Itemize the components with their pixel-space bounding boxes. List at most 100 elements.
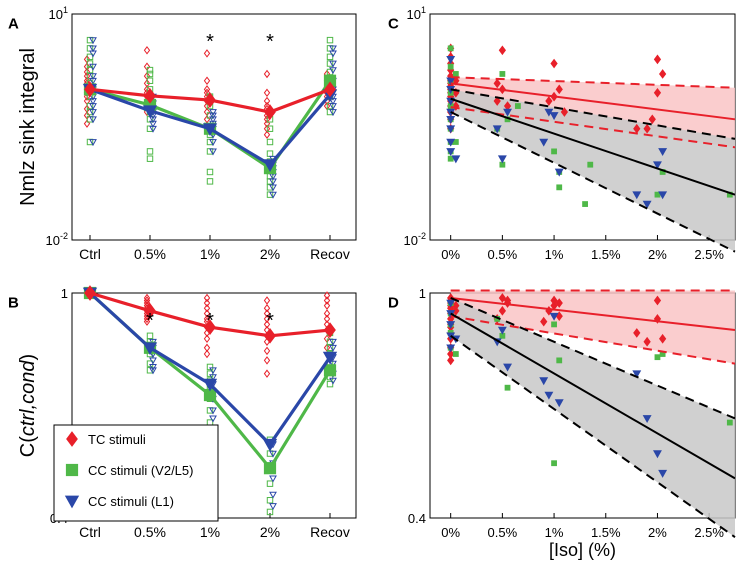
point-b-s0-c4-8: [323, 291, 331, 300]
point-b-s1-c3-2: [266, 480, 274, 487]
point-c-s2-12: [503, 108, 512, 117]
point-b-s0-c2-0: [203, 349, 211, 359]
fit-ci-lower-d-0: [450, 315, 736, 365]
point-a-s2-c4-2: [329, 98, 337, 106]
point-a-s2-c2-5: [209, 116, 217, 124]
point-c-s2-10: [492, 125, 502, 134]
point-c-s2-9: [451, 155, 461, 164]
point-b-s0-c2-6: [203, 314, 211, 324]
ytick-label-a-0-exp: -2: [60, 231, 68, 241]
point-b-s2-c1-1: [149, 364, 157, 372]
point-a-s2-c1-2: [149, 116, 157, 124]
mean-marker-b-0-0: [84, 285, 96, 301]
point-c-s0-30: [643, 123, 651, 134]
point-a-s0-c3-0: [263, 130, 271, 139]
mean-marker-b-2-2: [202, 378, 218, 392]
point-c-s2-1: [446, 138, 456, 147]
point-a-s0-c2-8: [203, 49, 211, 58]
fit-line-c-0: [450, 82, 736, 121]
xtick-label-c-2: 1%: [545, 247, 564, 262]
point-a-s2-c4-8: [329, 60, 337, 68]
point-c-s0-32: [659, 69, 667, 79]
point-c-s1-20: [582, 201, 588, 207]
point-b-s2-c2-0: [209, 415, 217, 423]
point-c-s0-28: [560, 107, 569, 117]
mean-marker-a-0-4: [324, 81, 336, 98]
mean-marker-b-0-3: [264, 327, 276, 344]
mean-marker-b-2-1: [142, 342, 158, 356]
point-d-s0-19: [498, 293, 506, 303]
legend-box: [53, 424, 219, 522]
point-a-s0-c0-4: [83, 92, 91, 101]
point-d-s2-11: [549, 312, 559, 321]
xtick-label-a-1: 0.5%: [134, 246, 166, 262]
point-d-s0-28: [643, 336, 651, 347]
point-d-s0-0: [447, 355, 455, 366]
ylabel-b-letter: C(: [17, 436, 39, 457]
xtick-label-b-3: 2%: [260, 524, 280, 540]
ytick-label-d-0: 0.4: [408, 511, 426, 526]
mean-marker-b-2-4: [322, 351, 338, 365]
significance-star-a-2: *: [206, 31, 214, 53]
point-b-s0-c4-4: [323, 314, 331, 324]
point-a-s0-c0-0: [83, 119, 91, 128]
point-d-s1-9: [551, 460, 557, 467]
ytick-label-c-0-exp: -2: [418, 231, 426, 241]
point-d-s0-21: [540, 316, 548, 327]
point-b-s2-c4-5: [329, 338, 337, 346]
legend: TC stimuli CC stimuli (V2/L5) CC stimuli (…: [53, 424, 219, 522]
ytick-label-a-1: 101: [49, 5, 68, 22]
xtick-label-c-0: 0%: [441, 247, 460, 262]
point-a-s1-c0-9: [86, 60, 94, 67]
xtick-label-a-3: 2%: [260, 246, 280, 262]
point-c-s1-11: [452, 71, 459, 77]
point-c-s0-33: [653, 54, 662, 65]
point-a-s2-c4-7: [329, 67, 337, 75]
xtick-label-a-2: 1%: [200, 246, 220, 262]
point-b-s2-c2-1: [209, 407, 217, 415]
point-c-s0-23: [493, 78, 501, 89]
point-c-s2-13: [539, 138, 549, 147]
point-c-s1-17: [551, 148, 557, 155]
point-c-s0-22: [498, 45, 506, 56]
point-a-s0-c3-1: [263, 124, 271, 133]
point-c-s2-21: [658, 148, 668, 157]
point-c-s1-21: [587, 161, 594, 168]
point-d-s2-9: [539, 377, 549, 386]
point-d-s2-14: [642, 415, 652, 424]
xtick-label-b-2: 1%: [200, 524, 220, 540]
xtick-label-a-0: Ctrl: [79, 246, 101, 262]
point-a-s0-c2-6: [203, 85, 211, 94]
ylabel-b-args: ctrl,cond: [17, 360, 39, 436]
ylabel-a: Nmlz sink integral: [17, 48, 39, 206]
point-d-s2-2: [446, 321, 456, 330]
point-b-s0-c4-6: [323, 301, 331, 310]
mean-marker-a-2-1: [142, 105, 158, 119]
point-b-s0-c2-9: [203, 298, 211, 308]
point-a-s2-c0-8: [89, 73, 97, 81]
xtick-label-c-1: 0.5%: [488, 247, 518, 262]
point-d-s0-15: [452, 300, 460, 311]
point-c-s1-15: [499, 71, 506, 77]
panel-d: D 0.4 1 0% 0.5% 1% 1.5% 2% 2.5% [Iso] (%): [388, 286, 736, 560]
legend-marker-1: [65, 463, 79, 477]
significance-star-b-2: *: [206, 310, 214, 332]
point-a-s2-c1-1: [149, 120, 157, 128]
point-d-s0-26: [555, 298, 563, 308]
point-a-s1-c4-10: [326, 36, 334, 44]
point-b-s2-c3-0: [269, 503, 277, 511]
ytick-label-c-1-exp: 1: [421, 5, 426, 15]
point-d-s1-8: [504, 384, 511, 391]
point-b-s0-c2-2: [203, 334, 211, 343]
xlabel-d: [Iso] (%): [549, 540, 616, 560]
point-d-s2-0: [446, 344, 456, 353]
fit-ci-lower-c-1: [450, 111, 736, 253]
point-b-s0-c3-0: [263, 369, 271, 378]
ytick-label-a-0: 10-2: [46, 231, 68, 248]
panel-label-d: D: [388, 294, 399, 311]
point-c-s0-34: [648, 114, 656, 125]
point-a-s0-c2-7: [203, 76, 211, 85]
mean-marker-b-0-1: [144, 302, 156, 319]
